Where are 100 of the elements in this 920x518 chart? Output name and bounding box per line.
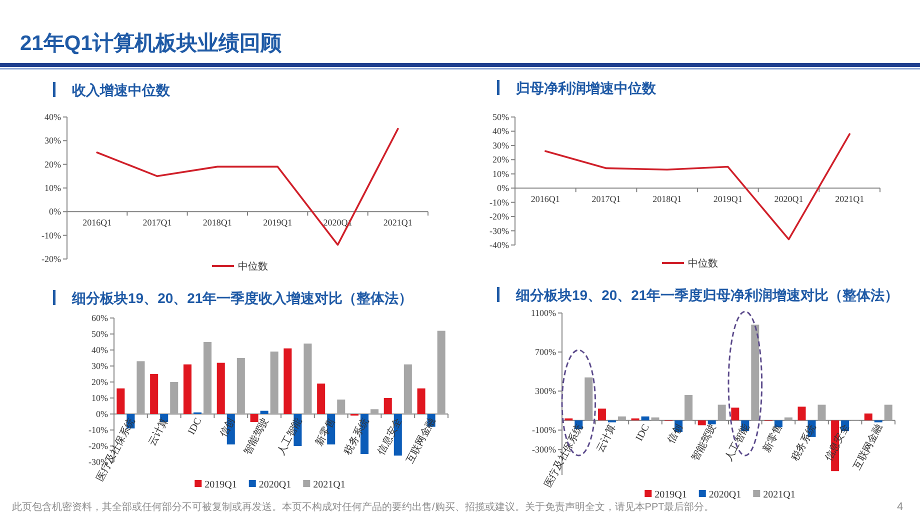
y-tick-label: 30% [492, 140, 510, 150]
x-tick-label: 2019Q1 [263, 218, 292, 228]
bar [183, 364, 192, 414]
legend-label: 中位数 [238, 260, 268, 272]
x-tick-label: 人工智能 [274, 416, 304, 457]
y-tick-label: -10% [490, 197, 510, 208]
bar [136, 361, 145, 414]
bar [216, 362, 225, 414]
x-tick-label: 智能驾驶 [689, 422, 718, 464]
y-tick-label: 50% [92, 329, 108, 339]
x-tick-label: 信息安全 [822, 422, 852, 464]
bar [236, 358, 245, 414]
bar [698, 420, 706, 426]
y-tick-label: 30% [44, 136, 62, 146]
x-tick-label: 2018Q1 [652, 194, 682, 204]
bar [317, 384, 326, 414]
bar [718, 404, 726, 420]
y-tick-label: 0% [49, 206, 62, 217]
bar [684, 394, 693, 420]
x-tick-label: 税务系统 [789, 422, 818, 464]
x-tick-label: 2021Q1 [383, 218, 412, 228]
y-tick-label: -20% [88, 441, 108, 451]
text: 21年Q1计算机板块业绩回顾 [20, 32, 282, 55]
bar [618, 416, 626, 420]
x-tick-label: 2016Q1 [530, 194, 560, 204]
y-tick-label: 50% [492, 112, 510, 122]
bar [284, 348, 292, 414]
bar [798, 406, 806, 420]
x-tick-label: IDC [186, 416, 204, 437]
bar [598, 408, 606, 420]
bar [270, 352, 278, 414]
x-tick-label: 2019Q1 [713, 194, 742, 204]
x-tick-label: 互联网金融 [404, 416, 438, 466]
bar [370, 409, 379, 414]
y-tick-label: 20% [92, 377, 108, 387]
bar [337, 400, 346, 414]
x-tick-label: 2017Q1 [142, 218, 172, 228]
legend-label: 2020Q1 [258, 480, 292, 490]
y-tick-label: -10% [42, 230, 62, 240]
bar [417, 388, 426, 414]
x-tick-label: 2020Q1 [774, 194, 804, 204]
y-tick-label: 10% [44, 183, 62, 193]
x-tick-label: 2021Q1 [835, 194, 864, 204]
bar [437, 330, 446, 414]
x-tick-label: 新零售 [313, 416, 338, 448]
bar [641, 416, 650, 420]
y-tick-label: 1100% [530, 308, 556, 318]
legend-label: 2019Q1 [204, 480, 237, 490]
x-tick-label: 云计算 [594, 422, 619, 454]
x-tick-label: 2016Q1 [82, 218, 112, 228]
y-tick-label: 20% [44, 159, 62, 170]
legend-label: 2021Q1 [763, 490, 796, 500]
y-tick-label: 20% [492, 154, 510, 165]
y-tick-label: 40% [44, 112, 62, 122]
bar [250, 414, 258, 422]
bar [384, 398, 392, 414]
legend-label: 2019Q1 [654, 490, 687, 500]
x-tick-label: 信息安全 [375, 416, 405, 457]
bar [864, 414, 872, 420]
y-tick-label: -300% [532, 444, 556, 455]
bar [651, 417, 660, 420]
bar [731, 408, 740, 420]
y-tick-label: 60% [92, 313, 108, 323]
x-tick-label: 税务系统 [342, 416, 372, 457]
bar [884, 404, 892, 420]
y-tick-label: -40% [490, 240, 510, 250]
bar [751, 324, 760, 420]
y-tick-label: 0% [96, 409, 108, 419]
y-tick-label: 10% [92, 393, 108, 403]
x-tick-label: 2018Q1 [202, 218, 232, 228]
x-tick-label: 新零售 [760, 422, 786, 454]
bar [784, 417, 792, 420]
x-tick-label: 信创 [218, 416, 238, 440]
y-tick-label: -10% [88, 425, 108, 435]
legend-label: 中位数 [688, 258, 718, 270]
y-tick-label: 40% [492, 126, 510, 136]
bar [584, 377, 593, 420]
x-tick-label: 云计算 [146, 416, 171, 448]
y-tick-label: -30% [490, 226, 510, 236]
x-tick-label: 智能驾驶 [242, 416, 271, 457]
bar [116, 388, 125, 414]
bar [708, 420, 716, 424]
bar [150, 374, 158, 414]
x-tick-label: IDC [634, 422, 652, 443]
chart-title: 细分板块19、20、21年一季度收入增速对比（整体法） [71, 290, 413, 306]
legend-label: 2020Q1 [708, 490, 742, 500]
bar [404, 364, 412, 414]
x-tick-label: 互联网金融 [850, 422, 885, 472]
bar [260, 410, 268, 414]
bar [818, 404, 826, 420]
y-tick-label: 0% [497, 183, 510, 194]
text: 4 [896, 501, 904, 513]
y-tick-label: -20% [490, 212, 510, 222]
y-tick-label: 40% [92, 345, 108, 355]
bar [170, 382, 178, 414]
bar [304, 344, 312, 414]
y-tick-label: -20% [42, 254, 62, 264]
y-tick-label: 300% [535, 386, 556, 396]
chart-title: 归母净利润增速中位数 [515, 80, 657, 96]
x-tick-label: 信创 [665, 422, 686, 446]
